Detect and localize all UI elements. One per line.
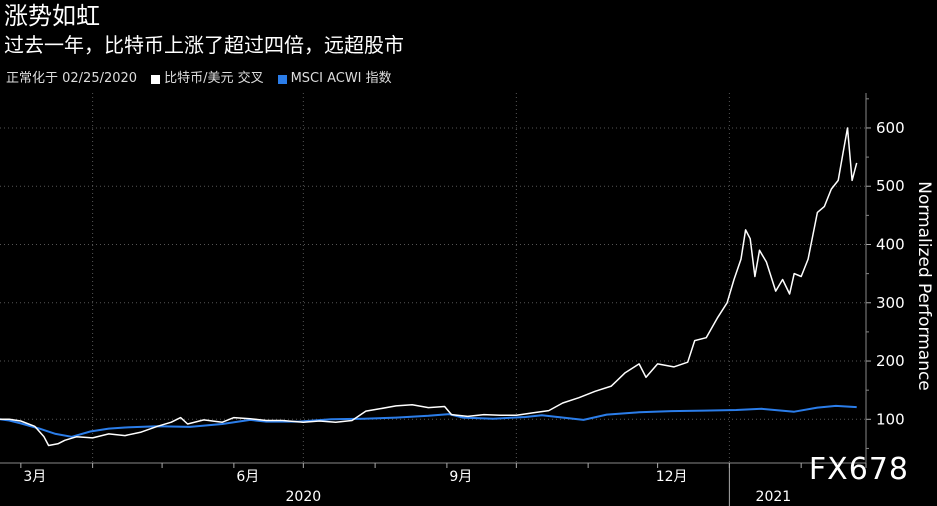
- gridlines: [0, 93, 866, 463]
- normalization-note: 正常化于 02/25/2020: [6, 71, 138, 86]
- legend-label-msci: MSCI ACWI 指数: [290, 71, 392, 86]
- watermark-logo: FX678: [808, 452, 909, 487]
- bitcoin-swatch-icon: [151, 74, 161, 84]
- chart-subtitle: 过去一年，比特币上涨了超过四倍，远超股市: [4, 33, 404, 57]
- y-tick-label: 600: [876, 119, 905, 137]
- msci-series-line: [0, 404, 857, 438]
- x-tick-label: 6月: [236, 469, 259, 485]
- y-tick-label: 400: [876, 235, 905, 253]
- y-tick-label: 300: [876, 294, 905, 312]
- x-year-label: 2021: [756, 489, 792, 505]
- x-tick-label: 3月: [23, 469, 46, 485]
- legend-item-msci: MSCI ACWI 指数: [277, 71, 392, 87]
- msci-swatch-icon: [277, 74, 287, 84]
- legend-label-bitcoin: 比特币/美元 交叉: [164, 71, 264, 86]
- x-tick-label: 9月: [449, 469, 472, 485]
- x-year-label: 2020: [286, 489, 322, 505]
- tick-labels: 100 200 300 400 500 600 3月 6月 9月 12月 2020 2021 Norma…: [23, 119, 934, 505]
- y-tick-label: 200: [876, 352, 905, 370]
- bitcoin-series-line: [0, 127, 858, 447]
- y-tick-label: 100: [876, 410, 905, 428]
- legend: 正常化于 02/25/2020 比特币/美元 交叉 MSCI ACWI 指数: [6, 71, 392, 87]
- axes: [0, 93, 871, 506]
- chart-title: 涨势如虹: [4, 2, 100, 30]
- x-tick-label: 12月: [656, 469, 688, 485]
- series-lines: [0, 127, 858, 447]
- y-axis-label: Normalized Performance: [914, 181, 934, 391]
- y-tick-label: 500: [876, 177, 905, 195]
- legend-item-bitcoin: 比特币/美元 交叉: [151, 71, 264, 87]
